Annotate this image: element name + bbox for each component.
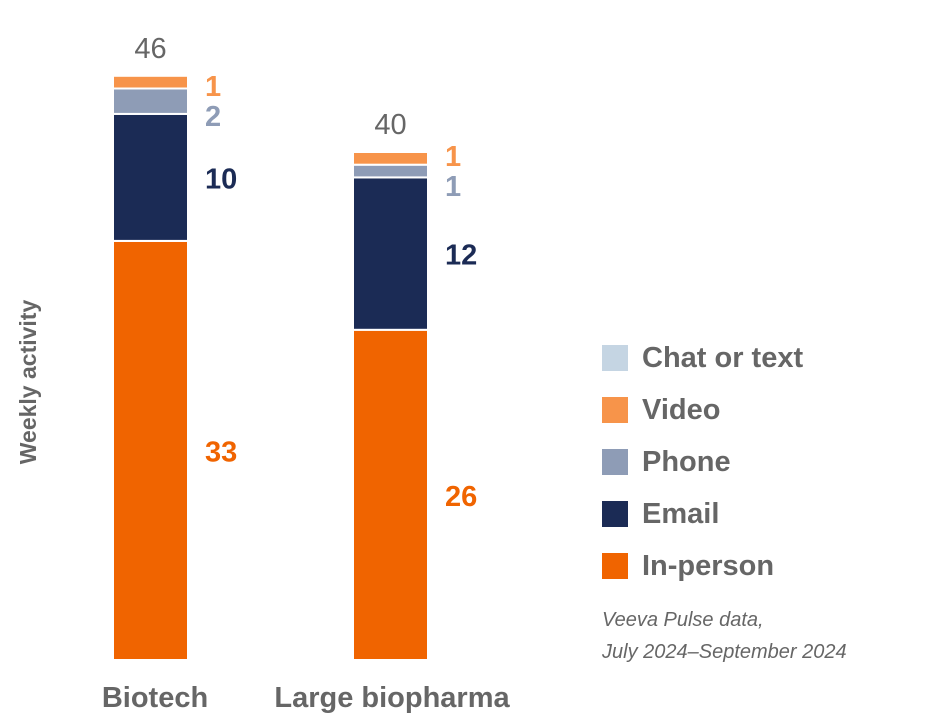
bar-segment-large-biopharma-phone	[352, 163, 429, 179]
y-axis-label: Weekly activity	[15, 300, 41, 465]
bar-segment-large-biopharma-email	[352, 176, 429, 331]
legend-label: In-person	[642, 549, 775, 582]
total-label-biotech: 46	[134, 33, 166, 65]
data-label-biotech-in-person: 33	[205, 436, 237, 468]
bar-segment-large-biopharma-video	[352, 151, 429, 166]
legend-item-in-person: In-person	[602, 540, 803, 592]
legend-label: Video	[642, 393, 721, 426]
source-note: Veeva Pulse data, July 2024–September 20…	[602, 604, 847, 668]
data-label-large-biopharma-email: 12	[445, 240, 477, 272]
legend-item-video: Video	[602, 384, 803, 436]
source-line-2: July 2024–September 2024	[602, 641, 847, 663]
legend-swatch	[602, 449, 628, 475]
category-label-biotech: Biotech	[102, 682, 208, 714]
legend-item-phone: Phone	[602, 436, 803, 488]
data-label-large-biopharma-video: 1	[445, 141, 461, 173]
data-label-large-biopharma-phone: 1	[445, 171, 461, 203]
source-line-1: Veeva Pulse data,	[602, 609, 764, 631]
bar-segment-biotech-in-person	[112, 239, 189, 661]
data-label-biotech-video: 1	[205, 71, 221, 103]
legend-swatch	[602, 397, 628, 423]
legend-swatch	[602, 553, 628, 579]
legend-swatch	[602, 345, 628, 371]
legend-item-chat-or-text: Chat or text	[602, 332, 803, 384]
legend-item-email: Email	[602, 488, 803, 540]
legend-swatch	[602, 501, 628, 527]
data-label-large-biopharma-in-person: 26	[445, 481, 477, 513]
data-label-biotech-phone: 2	[205, 101, 221, 133]
total-label-large-biopharma: 40	[374, 109, 406, 141]
bar-segment-biotech-email	[112, 112, 189, 242]
legend-label: Phone	[642, 445, 731, 478]
legend-label: Chat or text	[642, 341, 804, 374]
legend-label: Email	[642, 497, 720, 530]
bar-segment-large-biopharma-in-person	[352, 328, 429, 661]
data-label-biotech-email: 10	[205, 163, 237, 195]
bar-segment-biotech-phone	[112, 87, 189, 115]
legend: Chat or text Video Phone Email In-person	[602, 332, 803, 592]
category-label-large-biopharma: Large biopharma	[274, 682, 510, 714]
bar-segment-biotech-video	[112, 74, 189, 90]
